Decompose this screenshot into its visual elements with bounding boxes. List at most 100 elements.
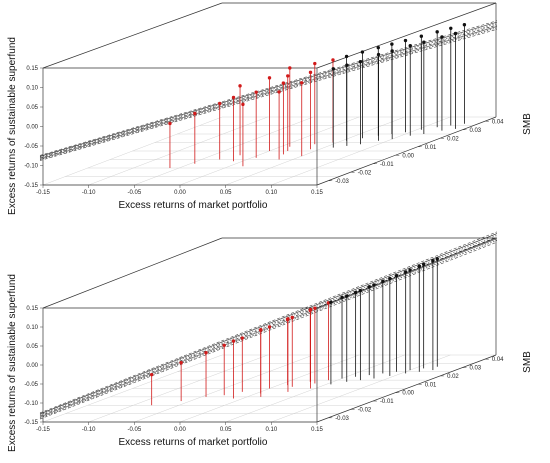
data-point bbox=[358, 59, 363, 64]
y-axis-title: Excess returns of sustainable superfund bbox=[7, 37, 18, 215]
data-point bbox=[329, 300, 333, 304]
x-tick-label: 0.15 bbox=[311, 190, 323, 196]
data-point bbox=[308, 70, 313, 75]
data-point bbox=[281, 81, 286, 85]
depth-tick-label: 0.02 bbox=[447, 374, 459, 380]
y-tick-label: 0.10 bbox=[26, 325, 38, 331]
box-edge bbox=[42, 237, 223, 309]
regression-line bbox=[39, 231, 498, 414]
depth-tick-label: 0.01 bbox=[425, 145, 437, 151]
data-point bbox=[288, 66, 292, 70]
x-tick-label: 0.15 bbox=[311, 427, 323, 433]
depth-tick-label: -0.01 bbox=[380, 399, 394, 405]
data-point bbox=[286, 74, 290, 78]
depth-tick-label: 0.02 bbox=[447, 136, 459, 142]
data-point bbox=[345, 294, 349, 298]
data-point bbox=[440, 35, 444, 39]
data-point bbox=[394, 273, 399, 278]
data-point bbox=[204, 351, 208, 355]
data-point bbox=[345, 63, 349, 67]
data-point bbox=[290, 315, 294, 320]
data-point bbox=[267, 325, 272, 329]
depth-tick-label: 0.04 bbox=[492, 119, 504, 125]
data-point bbox=[376, 45, 380, 50]
box-edge bbox=[42, 2, 223, 69]
regression-line bbox=[39, 27, 498, 161]
data-point bbox=[388, 276, 392, 281]
regression-line bbox=[39, 241, 498, 420]
regression-line bbox=[39, 240, 498, 419]
data-point bbox=[218, 101, 222, 106]
data-point bbox=[431, 259, 435, 263]
data-point bbox=[267, 76, 272, 80]
data-point bbox=[403, 38, 408, 43]
data-point bbox=[193, 111, 197, 116]
chart-panel-1: -0.15 -0.10 -0.05 0.00 0.05 0.10 0.15 -0.15 -0.1… bbox=[7, 2, 533, 215]
data-point bbox=[168, 121, 172, 126]
data-point bbox=[149, 372, 154, 377]
data-point bbox=[222, 343, 226, 347]
data-point bbox=[179, 361, 183, 365]
box-edge bbox=[316, 2, 497, 69]
data-point bbox=[435, 30, 439, 34]
data-point bbox=[417, 264, 421, 269]
depth-tick-label: 0.03 bbox=[469, 128, 481, 134]
x-tick-label: -0.15 bbox=[36, 427, 50, 433]
y-tick-label: 0.05 bbox=[26, 344, 38, 350]
x-tick-label: 0.05 bbox=[220, 190, 232, 196]
x-tick-label: -0.10 bbox=[82, 190, 96, 196]
y-tick-label: 0.00 bbox=[26, 125, 38, 131]
box-edge bbox=[316, 116, 497, 186]
data-point bbox=[300, 81, 304, 85]
y-tick-label: -0.15 bbox=[24, 183, 38, 189]
x-tick-label: 0.10 bbox=[265, 427, 277, 433]
x-tick-label: 0.00 bbox=[174, 427, 186, 433]
data-point bbox=[367, 285, 371, 289]
data-point bbox=[422, 40, 426, 44]
depth-tick-label: -0.01 bbox=[380, 162, 394, 168]
x-tick-label: 0.10 bbox=[265, 190, 277, 196]
y-tick-label: 0.00 bbox=[26, 363, 38, 369]
y-tick-label: -0.05 bbox=[24, 382, 38, 388]
x-tick-label: -0.10 bbox=[82, 427, 96, 433]
regression-line bbox=[39, 20, 498, 156]
y-axis-title: Excess returns of sustainable superfund bbox=[7, 274, 18, 452]
data-point bbox=[286, 317, 290, 321]
data-point bbox=[462, 23, 467, 27]
x-axis-title: Excess returns of market portfolio bbox=[119, 200, 268, 211]
data-point bbox=[241, 102, 245, 107]
depth-tick-label: -0.02 bbox=[358, 170, 372, 176]
y-tick-label: 0.10 bbox=[26, 86, 38, 92]
depth-tick-label: 0.01 bbox=[425, 382, 437, 388]
y-tick-label: -0.05 bbox=[24, 144, 38, 150]
data-point bbox=[376, 52, 381, 57]
depth-tick-label: -0.02 bbox=[358, 407, 372, 413]
x-tick-label: 0.05 bbox=[220, 427, 232, 433]
data-point bbox=[277, 90, 281, 94]
y-tick-label: 0.05 bbox=[26, 105, 38, 111]
data-point bbox=[372, 283, 376, 287]
data-point bbox=[421, 262, 426, 267]
data-point bbox=[360, 50, 365, 54]
data-point bbox=[240, 336, 244, 340]
data-point bbox=[254, 90, 258, 94]
x-axis-title: Excess returns of market portfolio bbox=[119, 437, 268, 448]
data-point bbox=[231, 339, 236, 343]
x-tick-label: -0.15 bbox=[36, 190, 50, 196]
depth-tick-label: -0.03 bbox=[335, 179, 349, 185]
y-tick-label: -0.10 bbox=[24, 401, 38, 407]
data-point bbox=[259, 328, 263, 332]
regression-line bbox=[39, 28, 498, 161]
depth-tick-label: 0.04 bbox=[492, 357, 504, 363]
x-tick-label: -0.05 bbox=[127, 190, 141, 196]
z-axis-title: SMB bbox=[522, 113, 533, 135]
data-point bbox=[238, 84, 242, 88]
data-point bbox=[449, 26, 453, 30]
data-point bbox=[435, 257, 439, 261]
data-point bbox=[353, 290, 358, 295]
data-point bbox=[453, 31, 458, 36]
regression-line bbox=[39, 21, 498, 157]
depth-tick-label: 0.00 bbox=[402, 391, 414, 397]
data-point bbox=[340, 295, 344, 299]
